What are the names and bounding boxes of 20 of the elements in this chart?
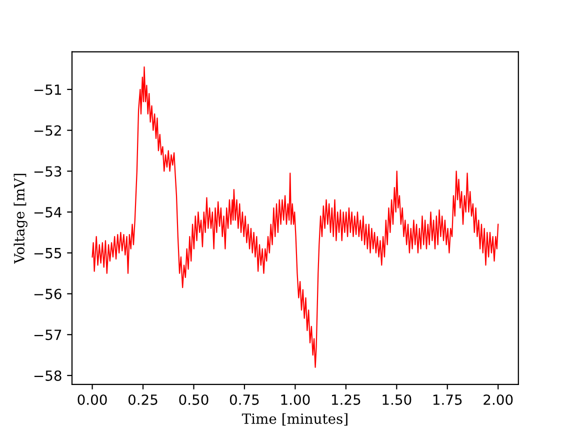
y-axis-title: Voltage [mV] (14, 174, 28, 264)
x-tick-label: 2.00 (484, 394, 513, 405)
x-tick-label: 1.00 (281, 394, 310, 405)
y-tick-label: −53 (34, 166, 62, 177)
x-tick-label: 1.25 (332, 394, 360, 405)
y-tick-label: −52 (34, 125, 61, 136)
line-series (92, 66, 499, 368)
x-tick-label: 1.75 (433, 394, 462, 405)
x-tick-label: 0.00 (78, 394, 107, 405)
y-tick-label: −57 (34, 330, 62, 340)
y-tick-label: −56 (34, 288, 62, 300)
y-tick-label: −55 (34, 248, 62, 258)
x-tick-label: 1.50 (382, 394, 412, 405)
x-tick-label: 0.25 (128, 394, 158, 405)
y-tick-label: −54 (34, 207, 62, 218)
x-tick-label: 0.75 (230, 394, 259, 405)
x-tick-label: 0.50 (179, 394, 208, 405)
y-tick-label: −58 (34, 370, 62, 381)
y-tick-label: −51 (34, 84, 61, 95)
x-axis-title: Time [minutes] (242, 413, 348, 426)
